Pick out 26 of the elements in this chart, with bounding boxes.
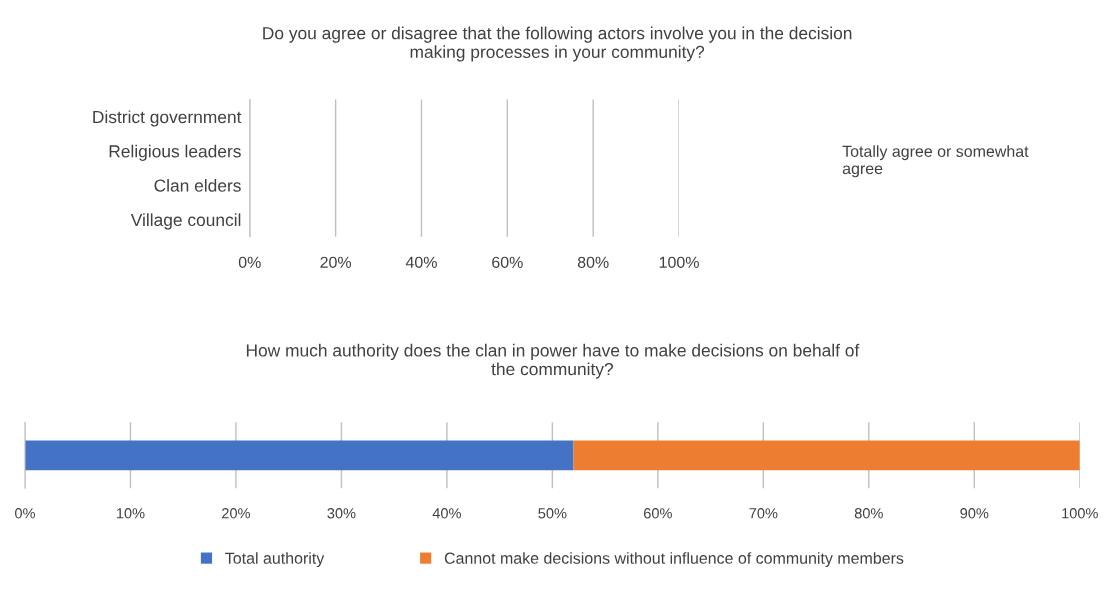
x-tick-label: 0%	[238, 256, 261, 268]
y-tick-label: Clan elders	[154, 179, 241, 192]
x-tick-label: 100%	[1062, 508, 1098, 519]
x-tick-label: 60%	[492, 256, 523, 268]
x-tick-label: 50%	[538, 508, 567, 519]
x-tick-label: 10%	[116, 508, 145, 519]
x-tick-label: 80%	[577, 256, 609, 268]
x-tick-label: 80%	[854, 508, 883, 519]
x-tick-label: 60%	[644, 508, 672, 519]
text: Totally agree or somewhat agree	[842, 145, 1029, 178]
legend-label: Total authority	[225, 552, 325, 568]
x-tick-label: 90%	[960, 508, 989, 519]
x-tick-label: 30%	[327, 508, 356, 519]
x-tick-label: 0%	[15, 508, 35, 519]
x-tick-label: 70%	[749, 508, 778, 519]
legend-label: Cannot make decisions without influence of community members	[444, 552, 904, 568]
x-tick-label: 20%	[222, 508, 251, 519]
y-tick-label: Religious leaders	[109, 144, 241, 161]
y-tick-label: District government	[93, 110, 242, 127]
x-tick-label: 20%	[320, 256, 352, 268]
chart-title: Do you agree or disagree that the following actors involve you in the decision making processes in your community?	[263, 26, 852, 62]
chart-title: How much authority does the clan in power have to make decisions on behalf of the community?	[246, 343, 860, 379]
x-tick-label: 40%	[405, 256, 437, 268]
x-tick-label: 40%	[432, 508, 461, 519]
x-tick-label: 100%	[659, 256, 699, 268]
y-tick-label: Village council	[130, 213, 241, 230]
